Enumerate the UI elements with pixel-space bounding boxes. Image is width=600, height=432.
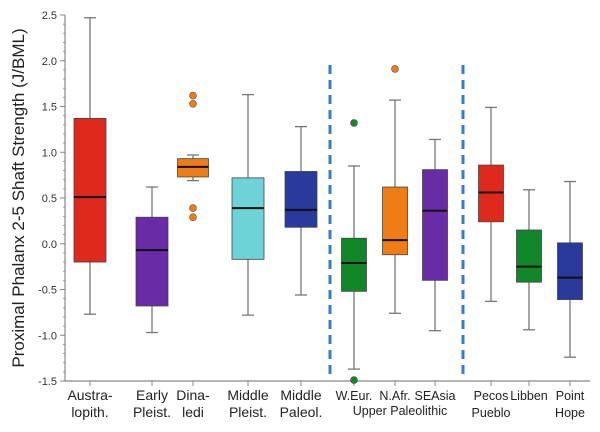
y-axis-label: Proximal Phalanx 2-5 Shaft Strength (J/B… xyxy=(9,28,28,367)
x-tick-label: Middle xyxy=(280,387,321,403)
outlier-point xyxy=(350,119,358,127)
box xyxy=(231,177,265,260)
y-tick-label: 0.5 xyxy=(42,193,57,205)
outlier-point xyxy=(391,65,399,73)
x-tick-label: Middle xyxy=(227,387,268,403)
x-tick-label: Pecos xyxy=(474,389,509,403)
y-tick-label: -1.5 xyxy=(38,376,57,388)
x-tick-label: Pueblo xyxy=(472,406,511,420)
x-tick-label: Early xyxy=(136,387,168,403)
outlier-point xyxy=(189,91,197,100)
x-tick-label: Libben xyxy=(510,389,548,403)
outlier-point xyxy=(189,204,197,212)
group-label-upper-paleolithic: Upper Paleolithic xyxy=(353,404,448,418)
x-tick-label: Hope xyxy=(555,406,585,420)
box xyxy=(422,169,448,281)
box xyxy=(135,216,169,307)
box xyxy=(516,229,542,283)
x-tick-label: SEAsia xyxy=(415,389,456,403)
outlier-point xyxy=(189,99,197,108)
x-tick-label: Paleol. xyxy=(280,404,323,420)
y-tick-label: -0.5 xyxy=(38,285,57,297)
box xyxy=(557,242,583,300)
x-tick-label: N.Afr. xyxy=(379,389,410,403)
x-tick-label: lopith. xyxy=(71,404,108,420)
box xyxy=(73,117,107,263)
box xyxy=(284,171,318,228)
x-tick-label: Pleist. xyxy=(133,404,171,420)
outlier-point xyxy=(189,213,197,222)
outlier-point xyxy=(350,376,358,384)
y-tick-label: 2.5 xyxy=(42,10,57,22)
y-tick-label: 2.0 xyxy=(42,56,57,68)
box xyxy=(382,186,408,256)
x-tick-label: W.Eur. xyxy=(336,389,373,403)
y-tick-label: 1.0 xyxy=(42,147,57,159)
y-tick-label: 0.0 xyxy=(42,239,57,251)
x-tick-label: Austra- xyxy=(67,387,112,403)
y-tick-label: -1.0 xyxy=(38,330,57,342)
x-tick-label: Point xyxy=(556,389,585,403)
y-tick-label: 1.5 xyxy=(42,102,57,114)
x-tick-label: Pleist. xyxy=(229,404,267,420)
box xyxy=(341,237,367,292)
x-tick-label: Dina- xyxy=(176,387,210,403)
x-tick-label: ledi xyxy=(182,404,204,420)
